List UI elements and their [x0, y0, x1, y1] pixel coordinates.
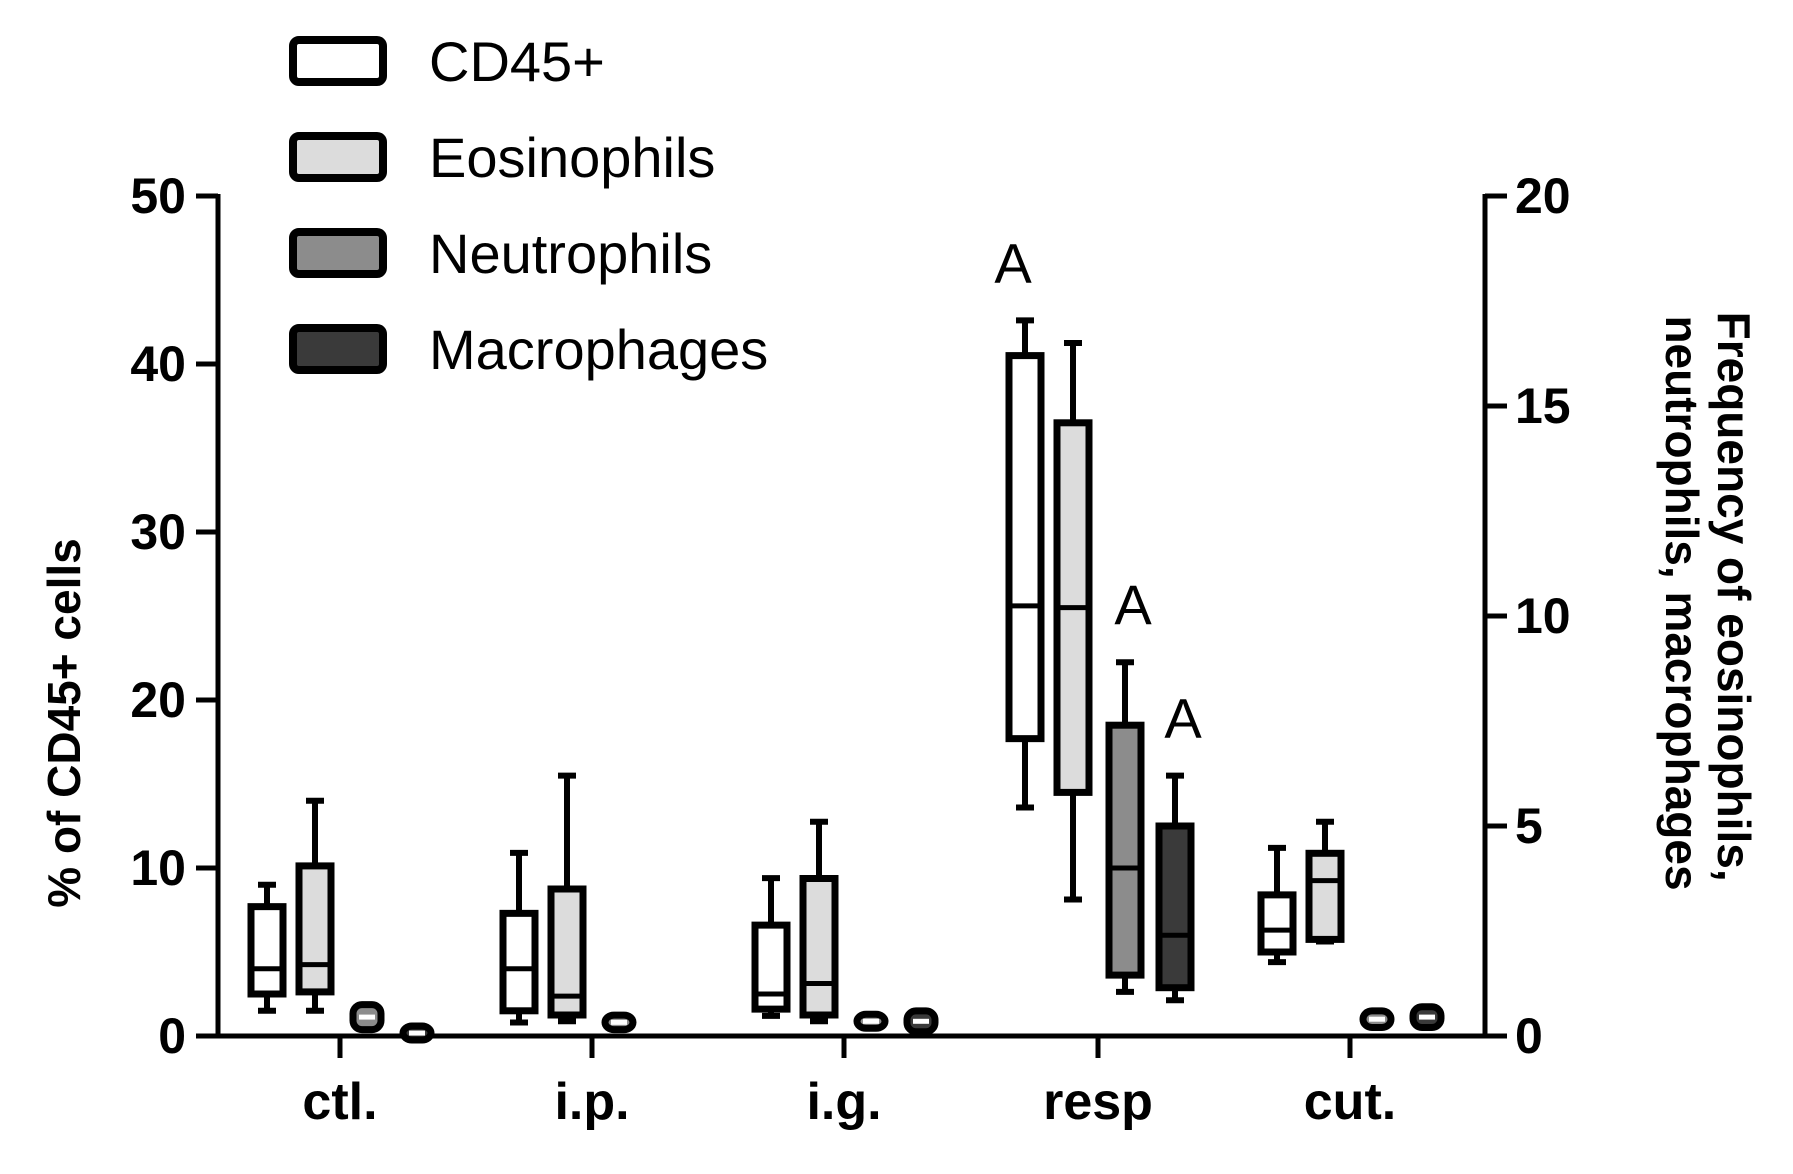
- y-axis-right-title-line-1: Frequency of eosinophils,: [1708, 312, 1760, 882]
- y-tick-label-left: 40: [130, 336, 186, 392]
- box-body: [1257, 891, 1297, 956]
- y-tick-label-left: 20: [130, 672, 186, 728]
- y-axis-left-title: % of CD45+ cells: [38, 538, 90, 907]
- box-cd45-ig: [751, 875, 791, 1019]
- significance-annotation: A: [1164, 687, 1202, 750]
- x-tick-label: i.p.: [554, 1073, 629, 1131]
- box-body: [751, 921, 791, 1013]
- y-axis-right-title-line-2: neutrophils, macrophages: [1656, 315, 1708, 890]
- legend-item-macrophages: Macrophages: [289, 318, 768, 381]
- box-body: [247, 903, 287, 998]
- box-eosinophils-ip: [547, 772, 587, 1025]
- box-eosinophils-ctl: [295, 797, 335, 1014]
- box-macrophages-resp: [1155, 772, 1195, 1004]
- y-tick-label-left: 30: [130, 504, 186, 560]
- y-axis-right-title: Frequency of eosinophils, neutrophils, m…: [1656, 312, 1760, 895]
- box-neutrophils-ig: [853, 1010, 889, 1032]
- legend-item-neutrophils: Neutrophils: [289, 222, 712, 285]
- legend-label: CD45+: [429, 30, 605, 93]
- y-tick-label-right: 15: [1515, 378, 1571, 434]
- x-tick-label: ctl.: [302, 1073, 377, 1131]
- box-series: [247, 317, 1445, 1044]
- legend-label: Neutrophils: [429, 222, 712, 285]
- box-cd45-ctl: [247, 881, 287, 1014]
- box-body: [1305, 849, 1345, 943]
- legend: CD45+ Eosinophils Neutrophils Macrophages: [289, 30, 768, 381]
- annotations: AAA: [994, 231, 1202, 749]
- box-cd45-resp: [1005, 317, 1045, 811]
- x-tick-label: cut.: [1304, 1073, 1396, 1131]
- legend-swatch: [289, 324, 387, 374]
- y-tick-label-left: 10: [130, 840, 186, 896]
- y-tick-label-right: 20: [1515, 168, 1571, 224]
- legend-label: Macrophages: [429, 318, 768, 381]
- box-eosinophils-cut: [1305, 818, 1345, 945]
- box-macrophages-ig: [903, 1007, 939, 1036]
- y-tick-label-left: 0: [158, 1008, 186, 1064]
- box-cd45-ip: [499, 849, 539, 1026]
- box-eosinophils-ig: [799, 818, 839, 1025]
- box-body: [1155, 822, 1195, 992]
- legend-swatch: [289, 36, 387, 86]
- x-tick-label: resp: [1043, 1073, 1153, 1131]
- box-eosinophils-resp: [1053, 340, 1093, 903]
- box-body: [799, 875, 839, 1019]
- legend-item-cd45: CD45+: [289, 30, 605, 93]
- box-body: [295, 862, 335, 996]
- y-tick-label-right: 10: [1515, 588, 1571, 644]
- box-body: [1105, 721, 1145, 979]
- y-tick-label-right: 0: [1515, 1008, 1543, 1064]
- axes: 0 10 20 30 40 50 0 5 10 15 20 ctl. i.p. i.g. resp cut.: [130, 168, 1570, 1131]
- y-tick-label-left: 50: [130, 168, 186, 224]
- significance-annotation: A: [1114, 573, 1152, 636]
- box-cd45-cut: [1257, 844, 1297, 966]
- legend-label: Eosinophils: [429, 126, 715, 189]
- significance-annotation: A: [994, 231, 1032, 294]
- box-neutrophils-cut: [1359, 1007, 1395, 1032]
- legend-item-eosinophils: Eosinophils: [289, 126, 715, 189]
- box-neutrophils-resp: [1105, 659, 1145, 995]
- box-macrophages-cut: [1409, 1003, 1445, 1032]
- box-neutrophils-ip: [601, 1011, 637, 1034]
- box-neutrophils-ctl: [349, 1001, 385, 1034]
- y-tick-label-right: 5: [1515, 798, 1543, 854]
- legend-swatch: [289, 132, 387, 182]
- legend-swatch: [289, 228, 387, 278]
- box-body: [1005, 352, 1045, 743]
- box-macrophages-ctl: [399, 1022, 435, 1044]
- box-body: [499, 909, 539, 1015]
- x-tick-label: i.g.: [806, 1073, 881, 1131]
